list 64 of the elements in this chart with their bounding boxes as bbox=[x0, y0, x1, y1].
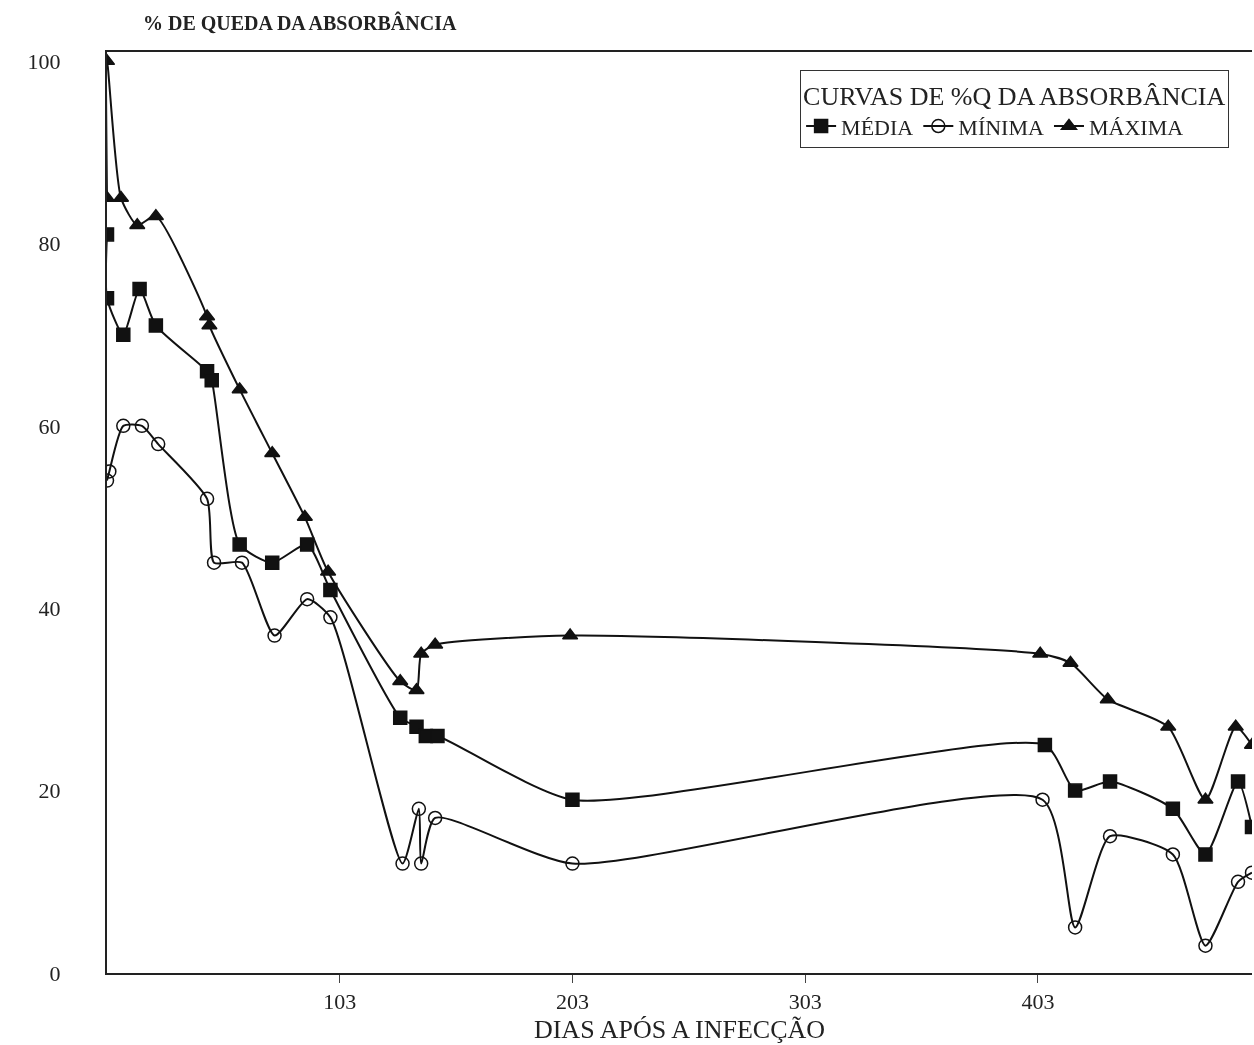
point bbox=[1198, 847, 1213, 862]
point bbox=[1165, 847, 1181, 862]
y-tick-label: 60 bbox=[38, 413, 61, 439]
point bbox=[299, 537, 315, 552]
legend-title: CURVAS DE %Q DA ABSORBÂNCIA bbox=[803, 82, 1226, 112]
point bbox=[148, 318, 164, 333]
point bbox=[201, 318, 218, 330]
point bbox=[263, 445, 281, 458]
point bbox=[234, 555, 250, 570]
point bbox=[1062, 655, 1079, 667]
point bbox=[427, 810, 443, 826]
x-tick-label: 303 bbox=[788, 989, 822, 1015]
legend-label: MÉDIA bbox=[841, 114, 914, 140]
y-tick-label: 20 bbox=[38, 778, 61, 804]
point bbox=[1165, 801, 1181, 817]
point bbox=[267, 628, 282, 643]
point bbox=[232, 537, 247, 552]
y-tick-label: 100 bbox=[27, 48, 61, 74]
legend-label: MÍNIMA bbox=[958, 114, 1044, 140]
y-tick-label: 0 bbox=[49, 960, 61, 986]
point bbox=[323, 610, 338, 625]
x-axis-title: DIAS APÓS A INFECÇÃO bbox=[533, 1014, 826, 1044]
point bbox=[1198, 938, 1213, 953]
point bbox=[206, 555, 222, 570]
point bbox=[411, 801, 427, 817]
point bbox=[299, 591, 315, 607]
point bbox=[132, 281, 147, 297]
y-axis-title: % DE QUEDA DA ABSORBÂNCIA bbox=[143, 11, 457, 34]
point bbox=[134, 418, 150, 434]
point bbox=[408, 683, 425, 695]
point bbox=[1035, 792, 1050, 807]
point bbox=[150, 436, 166, 452]
point bbox=[1037, 737, 1053, 753]
x-tick-label: 203 bbox=[555, 989, 589, 1015]
point bbox=[1102, 828, 1118, 844]
legend-label: MÁXIMA bbox=[1088, 114, 1184, 140]
point bbox=[1230, 874, 1246, 890]
point bbox=[116, 418, 131, 434]
point bbox=[296, 509, 314, 522]
point bbox=[199, 491, 215, 507]
point bbox=[116, 327, 131, 342]
point bbox=[1197, 792, 1214, 804]
point bbox=[430, 728, 445, 744]
point bbox=[391, 673, 409, 686]
point bbox=[147, 208, 165, 221]
point bbox=[1099, 692, 1116, 704]
point bbox=[1230, 774, 1246, 789]
y-tick-label: 40 bbox=[38, 595, 61, 621]
point bbox=[323, 582, 338, 598]
point bbox=[395, 856, 410, 871]
point bbox=[413, 856, 429, 871]
point bbox=[1067, 783, 1083, 798]
point bbox=[565, 792, 580, 807]
x-tick-label: 403 bbox=[1021, 989, 1055, 1015]
x-tick-label: 103 bbox=[323, 989, 357, 1015]
point bbox=[231, 382, 248, 394]
y-tick-label: 80 bbox=[38, 231, 61, 257]
point bbox=[204, 373, 219, 388]
point bbox=[264, 555, 280, 570]
point bbox=[1227, 719, 1244, 731]
point bbox=[1067, 920, 1083, 935]
point bbox=[392, 710, 408, 725]
point bbox=[565, 856, 580, 871]
point bbox=[1102, 774, 1118, 789]
